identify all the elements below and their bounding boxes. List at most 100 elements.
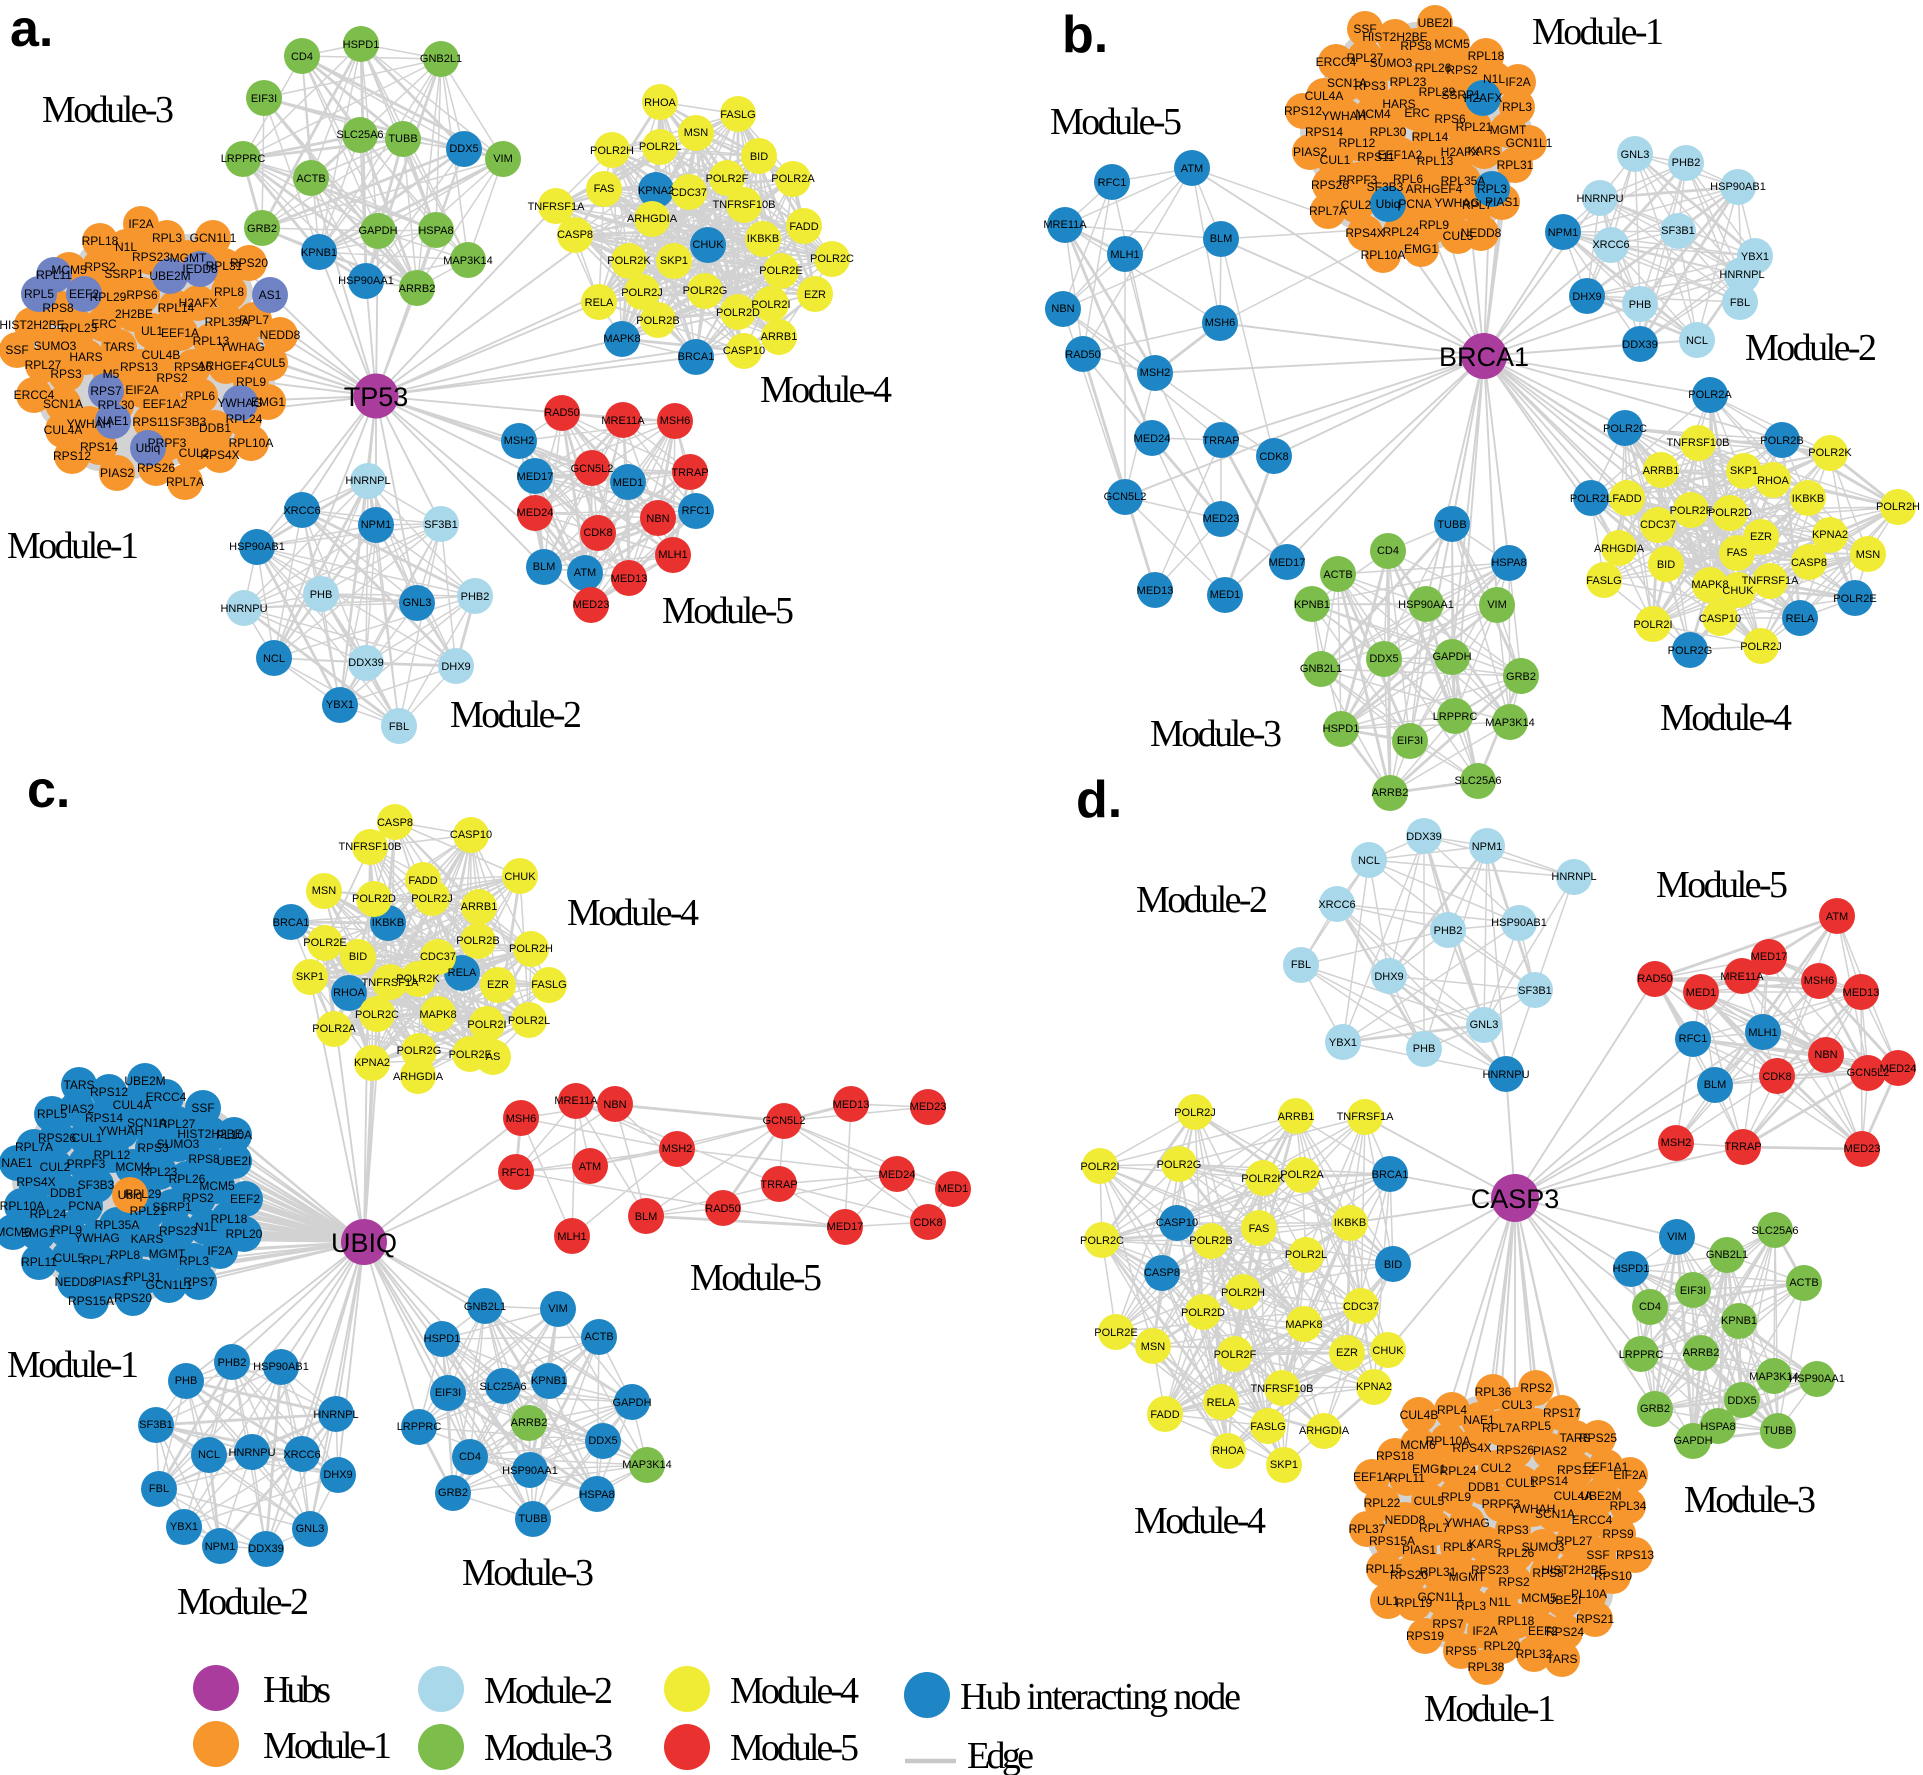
svg-text:MED24: MED24 — [879, 1169, 916, 1181]
svg-text:RPL9: RPL9 — [52, 1223, 82, 1237]
svg-text:RPL31: RPL31 — [206, 259, 243, 273]
svg-text:CHUK: CHUK — [1372, 1345, 1404, 1357]
svg-text:RPL11: RPL11 — [36, 268, 72, 282]
svg-text:POLR2L: POLR2L — [508, 1015, 550, 1027]
svg-text:FASLG: FASLG — [1250, 1421, 1285, 1433]
svg-text:BRCA1: BRCA1 — [678, 351, 715, 363]
svg-text:CD4: CD4 — [1639, 1301, 1661, 1313]
svg-text:TNFRSF10B: TNFRSF10B — [1667, 437, 1730, 449]
svg-text:MCM4: MCM4 — [115, 1160, 151, 1174]
svg-text:POLR2D: POLR2D — [1708, 507, 1752, 519]
svg-text:POLR2H: POLR2H — [1221, 1287, 1265, 1299]
svg-text:HSPD1: HSPD1 — [343, 39, 380, 51]
svg-text:XRCC6: XRCC6 — [1318, 899, 1355, 911]
svg-text:RPL12: RPL12 — [94, 1148, 131, 1162]
svg-text:KARS: KARS — [131, 1232, 164, 1246]
svg-text:PL10A: PL10A — [1571, 1587, 1607, 1601]
svg-text:GNB2L1: GNB2L1 — [1706, 1249, 1748, 1261]
svg-text:RPL36: RPL36 — [1475, 1385, 1512, 1399]
svg-text:BID: BID — [1384, 1259, 1402, 1271]
svg-text:RPS9: RPS9 — [1602, 1527, 1634, 1541]
svg-text:RPL22: RPL22 — [1364, 1496, 1401, 1510]
svg-text:ERCC4: ERCC4 — [14, 388, 55, 402]
svg-text:RELA: RELA — [585, 297, 614, 309]
svg-text:MED24: MED24 — [517, 507, 554, 519]
svg-text:UBE2I: UBE2I — [1547, 1593, 1582, 1607]
svg-text:RPS16: RPS16 — [174, 360, 212, 374]
svg-text:HSPD1: HSPD1 — [1613, 1263, 1650, 1275]
svg-text:RPS2: RPS2 — [1498, 1575, 1530, 1589]
svg-text:RPS4X: RPS4X — [1345, 226, 1384, 240]
svg-text:MSN: MSN — [312, 885, 337, 897]
svg-text:PIAS2: PIAS2 — [100, 466, 134, 480]
svg-text:Module-3: Module-3 — [484, 1727, 613, 1769]
svg-text:MSN: MSN — [1856, 549, 1881, 561]
svg-text:BRCA1: BRCA1 — [1439, 342, 1529, 372]
svg-text:Module-1: Module-1 — [1532, 11, 1664, 53]
svg-text:GRB2: GRB2 — [1640, 1403, 1670, 1415]
svg-text:POLR2G: POLR2G — [397, 1045, 442, 1057]
svg-text:CD4: CD4 — [291, 51, 313, 63]
svg-text:YBX1: YBX1 — [170, 1521, 198, 1533]
svg-text:POLR2I: POLR2I — [467, 1019, 506, 1031]
svg-text:RPL7A: RPL7A — [1482, 1421, 1520, 1435]
svg-text:GRB2: GRB2 — [1506, 671, 1536, 683]
svg-text:ARHGDIA: ARHGDIA — [1299, 1425, 1350, 1437]
svg-text:IF2A: IF2A — [1505, 75, 1530, 89]
svg-text:GNB2L1: GNB2L1 — [464, 1301, 506, 1313]
svg-text:MLH1: MLH1 — [1110, 249, 1139, 261]
svg-text:RHOA: RHOA — [1757, 475, 1789, 487]
svg-text:POLR2B: POLR2B — [1189, 1235, 1232, 1247]
svg-text:POLR2F: POLR2F — [1670, 505, 1713, 517]
svg-text:ACTB: ACTB — [1323, 569, 1352, 581]
svg-text:RPS20: RPS20 — [1390, 1568, 1428, 1582]
svg-text:KPNB1: KPNB1 — [531, 1375, 567, 1387]
svg-text:RPS12: RPS12 — [1284, 104, 1322, 118]
svg-text:POLR2J: POLR2J — [1740, 641, 1782, 653]
svg-text:MAPK8: MAPK8 — [1691, 579, 1728, 591]
svg-text:POLR2E: POLR2E — [759, 265, 802, 277]
svg-text:CUL4A: CUL4A — [1305, 89, 1344, 103]
svg-text:MLH1: MLH1 — [557, 1231, 586, 1243]
svg-text:MGMT: MGMT — [1490, 123, 1527, 137]
svg-text:ARRB1: ARRB1 — [461, 901, 498, 913]
svg-text:RPL20: RPL20 — [1484, 1639, 1521, 1653]
svg-text:Ubiq: Ubiq — [118, 1188, 143, 1202]
svg-text:RPS26: RPS26 — [137, 461, 175, 475]
svg-text:RPL9: RPL9 — [1441, 1490, 1471, 1504]
svg-text:PIAS1: PIAS1 — [1485, 195, 1519, 209]
svg-text:TUBB: TUBB — [1763, 1425, 1792, 1437]
svg-text:NBN: NBN — [1814, 1049, 1837, 1061]
svg-text:CUL2: CUL2 — [179, 446, 210, 460]
svg-text:CHUK: CHUK — [1722, 585, 1754, 597]
svg-text:UBIQ: UBIQ — [331, 1228, 397, 1258]
svg-text:SLC25A6: SLC25A6 — [479, 1381, 526, 1393]
svg-text:POLR2J: POLR2J — [1174, 1107, 1216, 1119]
svg-text:ARRB1: ARRB1 — [1278, 1111, 1315, 1123]
svg-text:FAS: FAS — [1727, 547, 1748, 559]
svg-text:GAPDH: GAPDH — [1673, 1435, 1712, 1447]
svg-text:POLR2C: POLR2C — [355, 1009, 399, 1021]
svg-text:CDK8: CDK8 — [1259, 451, 1288, 463]
svg-text:MAP3K14: MAP3K14 — [443, 255, 493, 267]
svg-text:Edge: Edge — [967, 1735, 1034, 1775]
svg-text:TNFRSF1A: TNFRSF1A — [362, 977, 420, 989]
svg-text:EZR: EZR — [487, 979, 509, 991]
svg-text:AS1: AS1 — [259, 288, 282, 302]
svg-text:RPS14: RPS14 — [85, 1111, 123, 1125]
svg-text:POLR2D: POLR2D — [716, 307, 760, 319]
svg-text:EEF1A: EEF1A — [1353, 1470, 1391, 1484]
svg-text:NCL: NCL — [198, 1449, 220, 1461]
svg-text:CDK8: CDK8 — [913, 1217, 942, 1229]
svg-text:RFC1: RFC1 — [1679, 1033, 1708, 1045]
svg-text:MED13: MED13 — [1137, 585, 1174, 597]
svg-text:RPL13: RPL13 — [193, 334, 230, 348]
svg-text:BLM: BLM — [1210, 233, 1233, 245]
svg-text:FADD: FADD — [1612, 493, 1641, 505]
svg-text:RPL27: RPL27 — [1347, 51, 1384, 65]
svg-text:RPL3: RPL3 — [1477, 182, 1507, 196]
svg-text:RPS6: RPS6 — [126, 288, 158, 302]
svg-text:EMG1: EMG1 — [1404, 242, 1438, 256]
svg-text:2H2BE: 2H2BE — [115, 307, 153, 321]
svg-text:CUL4A: CUL4A — [44, 423, 83, 437]
